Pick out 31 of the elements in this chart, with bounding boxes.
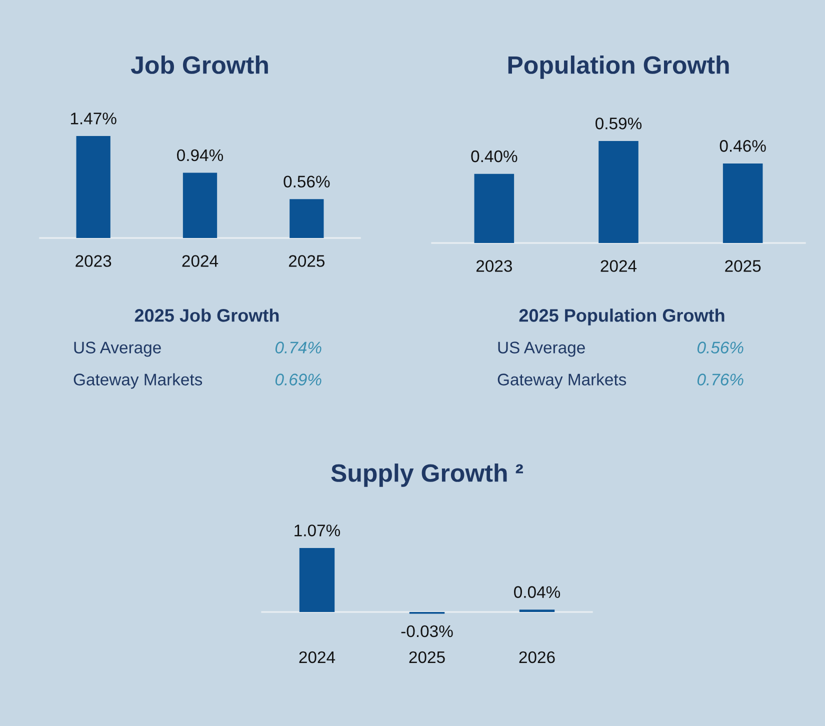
x-tick-label: 2025 (725, 260, 761, 272)
text: 0.74% (275, 342, 322, 354)
data-label: 0.56% (284, 176, 330, 188)
chart-title: Population Growth (508, 56, 729, 79)
text: 0.69% (275, 374, 322, 386)
data-label: -0.03% (401, 625, 453, 638)
text: 2025 Job Growth (134, 308, 279, 322)
chart-title: Supply Growth ² (331, 464, 523, 487)
data-label: 0.46% (720, 140, 766, 152)
data-label: 0.40% (471, 150, 518, 162)
x-tick-label: 2023 (76, 255, 112, 267)
x-tick-label: 2023 (476, 260, 512, 272)
text: US Average (74, 342, 161, 357)
text: 0.56% (697, 342, 744, 354)
text: 0.76% (697, 374, 744, 386)
text: US Average (498, 342, 585, 357)
x-tick-label: 2024 (182, 255, 218, 267)
data-label: 1.07% (294, 524, 340, 536)
data-label: 0.04% (514, 586, 560, 598)
text: 2025 Population Growth (519, 308, 724, 326)
chart-title: Job Growth (130, 56, 268, 74)
text: Gateway Markets (498, 373, 626, 389)
data-label: 1.47% (70, 112, 116, 124)
text: Gateway Markets (74, 373, 202, 389)
data-label: 0.59% (596, 118, 642, 130)
data-label: 0.94% (177, 149, 224, 162)
x-tick-label: 2024 (299, 651, 336, 664)
x-tick-label: 2025 (288, 255, 325, 267)
x-tick-label: 2026 (519, 651, 555, 664)
x-tick-label: 2025 (409, 651, 445, 664)
x-tick-label: 2024 (600, 260, 637, 272)
